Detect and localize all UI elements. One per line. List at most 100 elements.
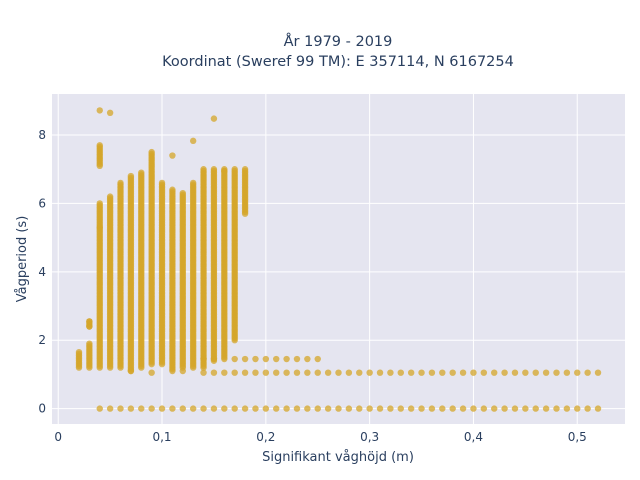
data-point [428, 405, 436, 412]
data-point [138, 169, 145, 176]
data-points [75, 107, 602, 412]
data-point [480, 369, 488, 376]
data-point [532, 369, 539, 376]
data-point [522, 369, 529, 376]
data-point [324, 405, 332, 412]
data-point [397, 405, 404, 412]
data-point [574, 405, 581, 412]
data-point [241, 369, 249, 376]
x-tick-label: 0,2 [256, 430, 275, 444]
data-point [252, 355, 259, 363]
data-point [231, 405, 238, 412]
data-point [179, 405, 186, 412]
data-point [200, 355, 207, 363]
data-point [532, 405, 539, 412]
data-point [231, 355, 238, 363]
data-point [189, 179, 197, 187]
data-point [117, 179, 124, 187]
data-point [563, 369, 571, 376]
y-tick-label: 0 [38, 402, 46, 416]
data-point [594, 369, 602, 376]
data-point [106, 405, 114, 412]
data-point [470, 369, 477, 376]
x-tick-label: 0,5 [568, 430, 587, 444]
chart-title-line2: Koordinat (Sweref 99 TM): E 357114, N 61… [162, 54, 514, 70]
data-point [158, 405, 166, 412]
data-point [418, 369, 425, 376]
data-point [179, 367, 186, 375]
data-point [231, 166, 238, 173]
data-point [221, 167, 228, 175]
data-point [335, 369, 342, 376]
data-point [200, 369, 207, 376]
y-tick-label: 6 [38, 196, 46, 210]
data-point [262, 369, 270, 376]
data-point [335, 405, 342, 412]
data-point [200, 405, 207, 412]
data-point [293, 405, 301, 412]
data-point [75, 348, 83, 356]
data-point [96, 200, 103, 207]
data-point [522, 405, 529, 412]
data-point [345, 369, 353, 376]
data-point [106, 193, 114, 200]
y-tick-label: 2 [38, 333, 46, 347]
data-point [293, 355, 301, 363]
y-axis-ticks: 0 2 4 6 8 [38, 128, 46, 416]
data-point [86, 318, 93, 325]
data-point [96, 107, 103, 114]
data-point [221, 369, 228, 376]
data-point [273, 355, 280, 363]
data-point [138, 405, 145, 412]
data-point [210, 405, 218, 412]
data-point [356, 369, 363, 376]
data-point [241, 166, 249, 173]
data-point [179, 189, 186, 197]
data-point [148, 369, 155, 376]
data-point [376, 405, 384, 412]
data-point [86, 323, 93, 330]
x-tick-label: 0,1 [152, 430, 171, 444]
data-point [407, 369, 415, 376]
data-point [324, 369, 332, 376]
y-tick-label: 8 [38, 128, 46, 142]
data-point [356, 405, 363, 412]
data-point [542, 369, 550, 376]
data-point [418, 405, 425, 412]
data-point [314, 355, 321, 363]
data-point [491, 369, 498, 376]
data-point [594, 405, 602, 412]
data-point [397, 369, 404, 376]
data-point [117, 405, 124, 412]
data-point [273, 405, 280, 412]
data-point [314, 405, 321, 412]
data-point [241, 355, 249, 363]
data-point [387, 405, 394, 412]
data-point [439, 369, 446, 376]
grid-lines [52, 94, 625, 424]
data-point [148, 405, 155, 412]
data-point [387, 369, 394, 376]
x-axis-label: Signifikant våghöjd (m) [262, 450, 414, 465]
x-axis-ticks: 0 0,1 0,2 0,3 0,4 0,5 [54, 430, 586, 444]
data-point [511, 369, 519, 376]
data-point [376, 369, 384, 376]
y-tick-label: 4 [38, 265, 46, 279]
data-point [127, 367, 135, 375]
data-point [491, 405, 498, 412]
x-tick-label: 0,4 [464, 430, 483, 444]
data-point [96, 405, 103, 412]
data-point [366, 369, 373, 376]
plot-background [52, 94, 625, 424]
data-point [262, 355, 270, 363]
chart-title-line1: År 1979 - 2019 [284, 33, 393, 50]
data-point [304, 355, 311, 363]
data-point [407, 405, 415, 412]
data-point [553, 369, 560, 376]
data-point [449, 405, 456, 412]
data-point [283, 369, 290, 376]
data-point [210, 115, 218, 122]
data-point [231, 369, 238, 376]
data-point [542, 405, 550, 412]
